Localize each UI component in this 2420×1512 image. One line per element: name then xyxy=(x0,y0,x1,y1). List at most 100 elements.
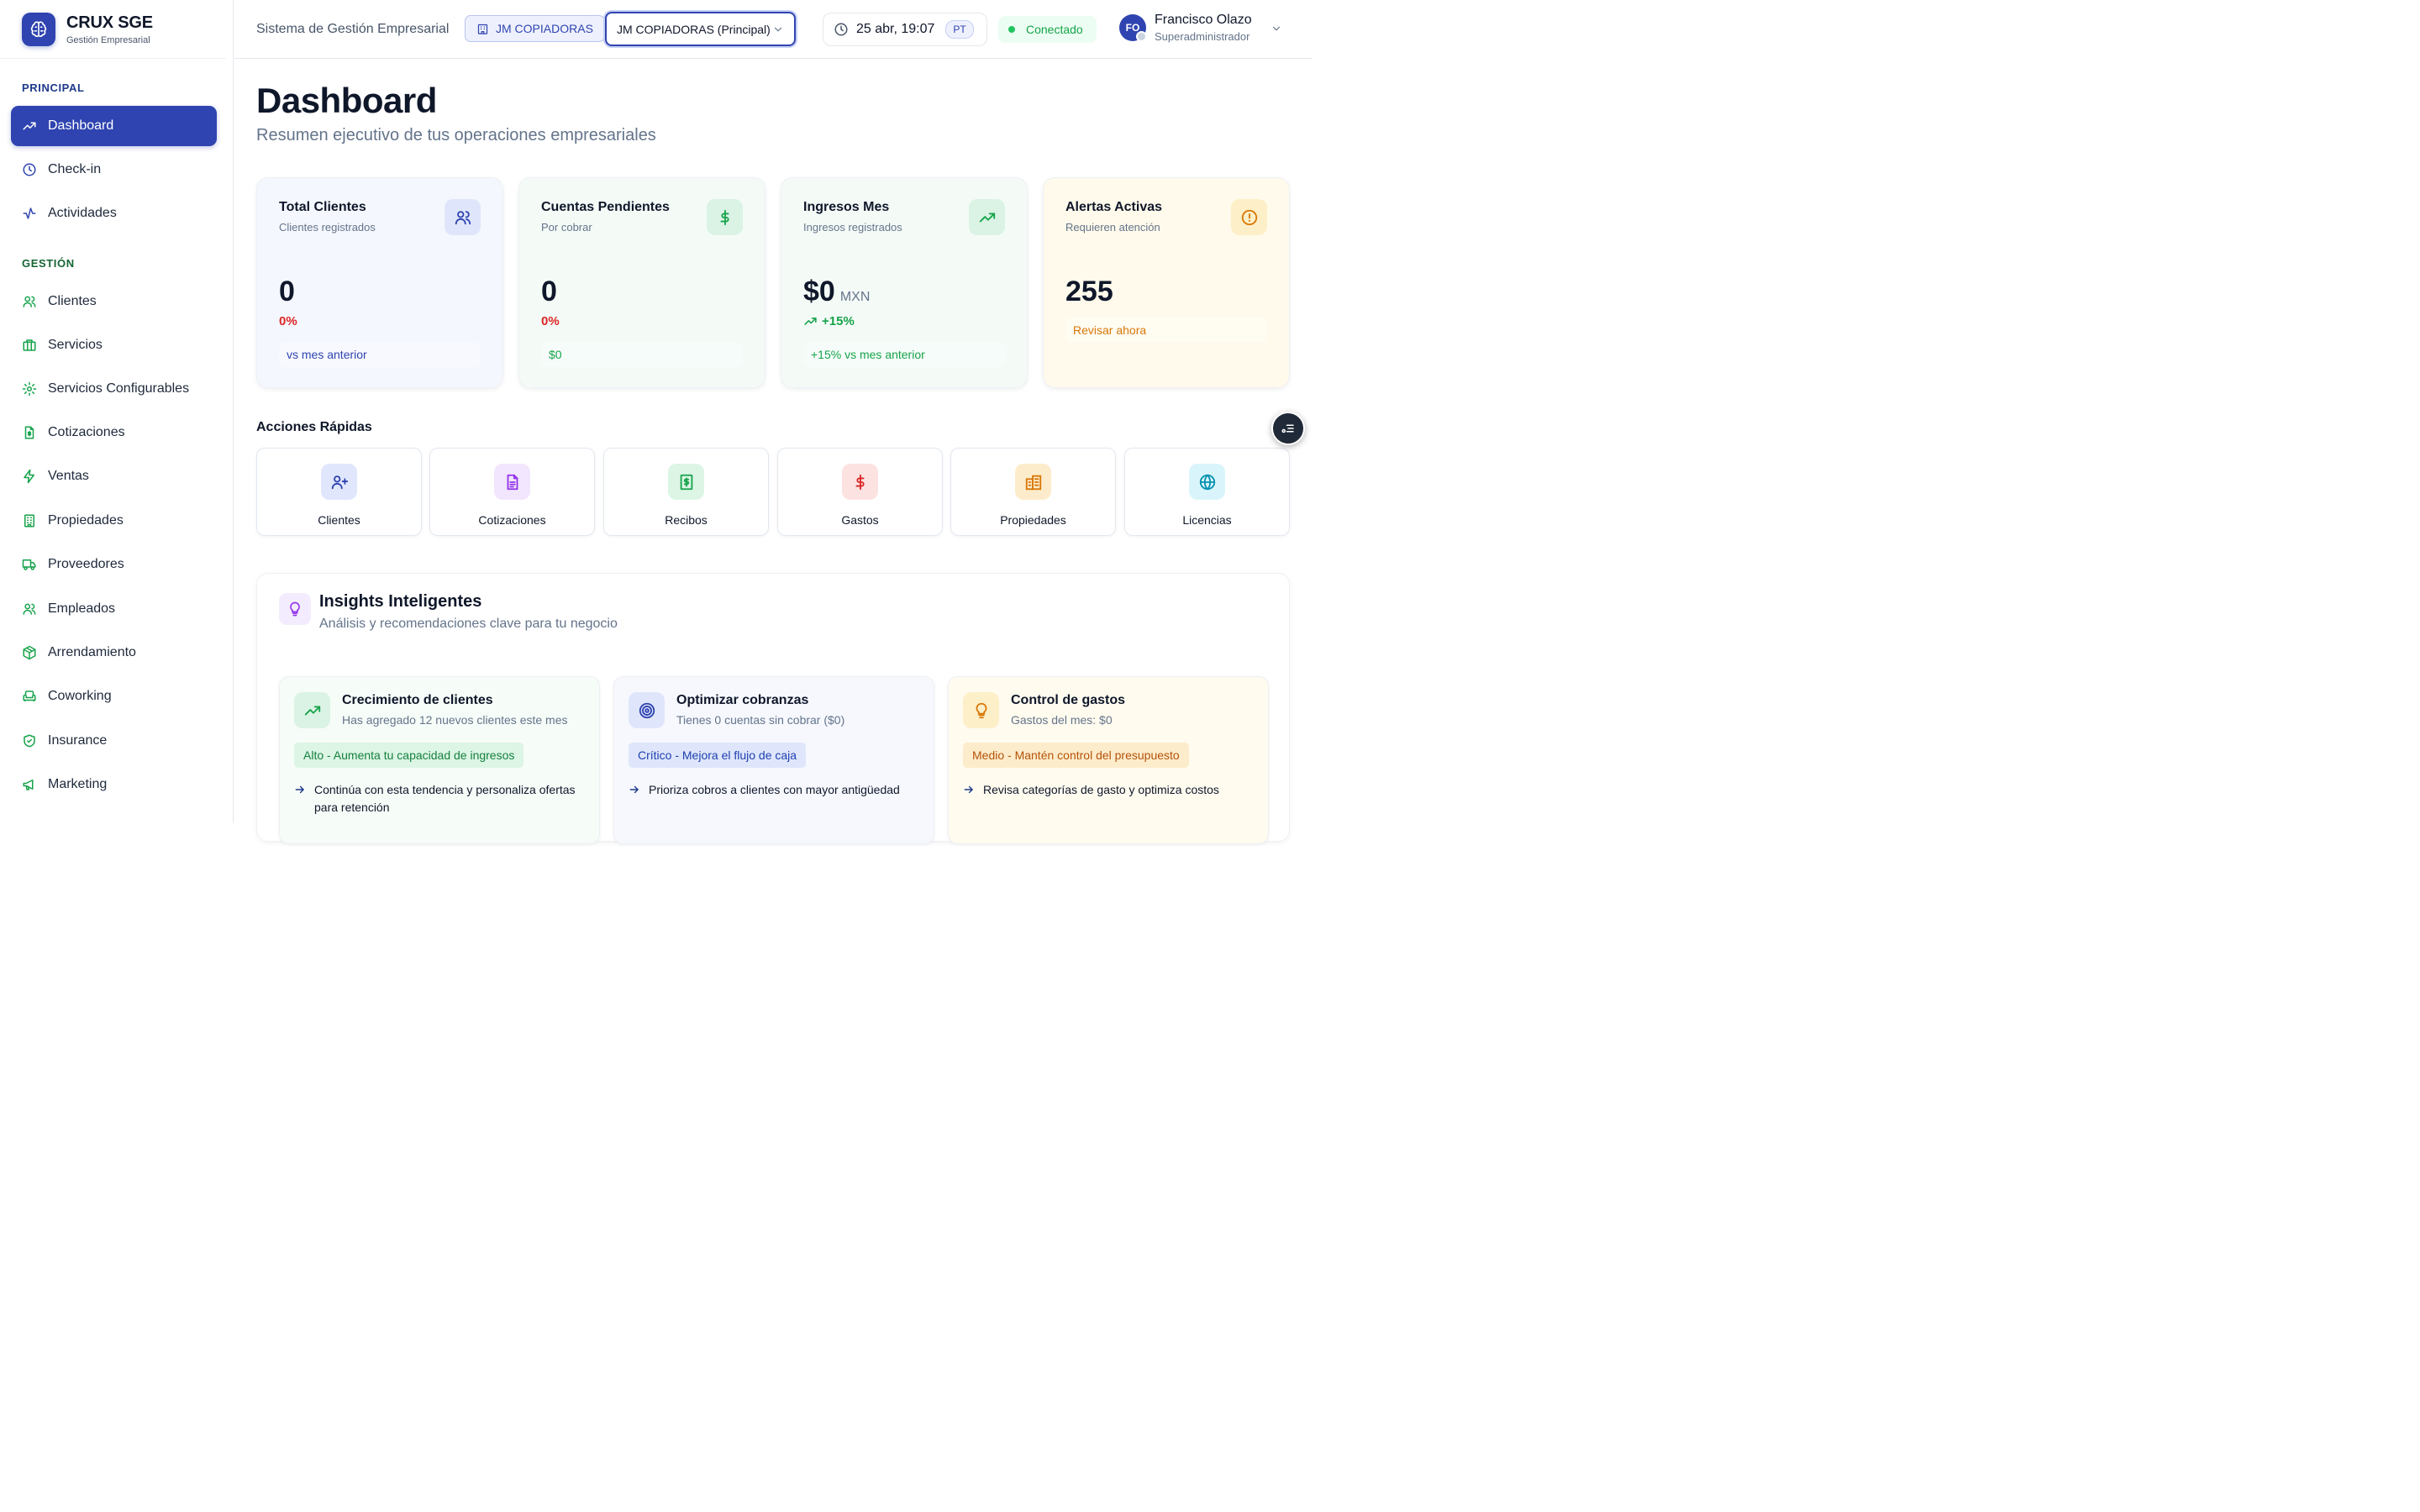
quick-action-label: Recibos xyxy=(665,513,708,527)
stat-card-ingresos-mes[interactable]: Ingresos Mes Ingresos registrados $0 MXN … xyxy=(781,177,1028,388)
stat-footer-review-link[interactable]: Revisar ahora xyxy=(1065,318,1267,343)
insights-subtitle: Análisis y recomendaciones clave para tu… xyxy=(319,617,618,631)
user-plus-icon xyxy=(321,464,357,500)
stat-subtitle: Clientes registrados xyxy=(279,221,376,234)
insights-title: Insights Inteligentes xyxy=(319,592,482,611)
sidebar-item-arrendamiento[interactable]: Arrendamiento xyxy=(11,633,217,673)
sidebar-item-label: Cotizaciones xyxy=(48,425,125,439)
quick-action-recibos[interactable]: Recibos xyxy=(603,448,769,536)
sidebar-item-label: Actividades xyxy=(48,206,117,220)
sidebar-item-marketing[interactable]: Marketing xyxy=(11,764,217,805)
sidebar-item-check-in[interactable]: Check-in xyxy=(11,150,217,190)
timezone-badge: PT xyxy=(945,20,974,39)
brand[interactable]: CRUX SGE Gestión Empresarial xyxy=(0,0,226,59)
sidebar-item-servicios-configurables[interactable]: Servicios Configurables xyxy=(11,369,217,409)
stat-card-cuentas-pendientes[interactable]: Cuentas Pendientes Por cobrar 0 0% $0 xyxy=(518,177,765,388)
receipt-icon xyxy=(668,464,704,500)
sidebar-item-insurance[interactable]: Insurance xyxy=(11,721,217,761)
sidebar-item-label: Ventas xyxy=(48,469,89,483)
activity-icon xyxy=(23,207,36,219)
insight-card-crecimiento[interactable]: Crecimiento de clientes Has agregado 12 … xyxy=(279,676,600,844)
lightbulb-icon xyxy=(279,593,311,625)
insight-title: Crecimiento de clientes xyxy=(342,693,493,707)
sidebar-item-cotizaciones[interactable]: Cotizaciones xyxy=(11,412,217,453)
alert-circle-icon xyxy=(1231,199,1267,235)
quick-action-licencias[interactable]: Licencias xyxy=(1124,448,1290,536)
sidebar-item-label: Propiedades xyxy=(48,513,124,528)
user-role: Superadministrador xyxy=(1155,30,1250,43)
floating-menu-button[interactable] xyxy=(1271,412,1305,445)
status-dot-icon xyxy=(1008,26,1015,33)
stat-footer: vs mes anterior xyxy=(279,342,481,367)
user-menu[interactable]: FO Francisco Olazo Superadministrador xyxy=(1119,13,1281,43)
sidebar-item-propiedades[interactable]: Propiedades xyxy=(11,501,217,541)
stat-card-total-clientes[interactable]: Total Clientes Clientes registrados 0 0%… xyxy=(256,177,503,388)
brain-icon xyxy=(22,12,55,46)
sidebar-item-coworking[interactable]: Coworking xyxy=(11,676,217,717)
insight-card-cobranzas[interactable]: Optimizar cobranzas Tienes 0 cuentas sin… xyxy=(613,676,934,844)
box-icon xyxy=(23,645,36,660)
stat-subtitle: Ingresos registrados xyxy=(803,221,902,234)
insight-subtitle: Tienes 0 cuentas sin cobrar ($0) xyxy=(676,713,845,727)
sidebar-item-proveedores[interactable]: Proveedores xyxy=(11,544,217,585)
stat-unit: MXN xyxy=(839,290,871,304)
clock-icon xyxy=(23,163,36,176)
sidebar-item-label: Empleados xyxy=(48,601,116,616)
stat-change: +15% xyxy=(803,314,855,328)
building-icon xyxy=(24,514,34,528)
sidebar-item-ventas[interactable]: Ventas xyxy=(11,456,217,496)
stat-change: 0% xyxy=(541,314,560,328)
shield-icon xyxy=(24,734,35,748)
avatar: FO xyxy=(1119,14,1147,42)
list-settings-icon xyxy=(1281,424,1294,433)
datetime-text: 25 abr, 19:07 xyxy=(856,22,935,36)
stat-subtitle: Por cobrar xyxy=(541,221,592,234)
company-select[interactable]: JM COPIADORAS (Principal) xyxy=(605,12,796,46)
sidebar-item-dashboard[interactable]: Dashboard xyxy=(11,106,217,146)
stat-value: 255 xyxy=(1065,276,1113,307)
stat-change: 0% xyxy=(279,314,297,328)
quick-action-label: Propiedades xyxy=(1000,513,1066,527)
quick-action-clientes[interactable]: Clientes xyxy=(256,448,422,536)
stat-subtitle: Requieren atención xyxy=(1065,221,1160,234)
quick-action-propiedades[interactable]: Propiedades xyxy=(950,448,1116,536)
sidebar-item-actividades[interactable]: Actividades xyxy=(11,193,217,234)
trending-up-icon xyxy=(969,199,1005,235)
sidebar-item-label: Insurance xyxy=(48,733,108,748)
sidebar-item-servicios[interactable]: Servicios xyxy=(11,325,217,365)
quick-action-label: Clientes xyxy=(318,513,360,527)
users-icon xyxy=(23,296,36,307)
stat-card-alertas-activas[interactable]: Alertas Activas Requieren atención 255 R… xyxy=(1043,177,1290,388)
sidebar-item-label: Arrendamiento xyxy=(48,645,136,659)
building-icon xyxy=(1015,464,1051,500)
target-icon xyxy=(629,692,665,728)
insight-title: Optimizar cobranzas xyxy=(676,693,809,707)
insight-subtitle: Gastos del mes: $0 xyxy=(1011,713,1113,727)
briefcase-icon xyxy=(23,339,36,351)
section-label-principal: PRINCIPAL xyxy=(22,81,85,94)
sidebar-item-empleados[interactable]: Empleados xyxy=(11,589,217,629)
section-label-gestion: GESTIÓN xyxy=(22,257,75,270)
page-subtitle: Resumen ejecutivo de tus operaciones emp… xyxy=(256,126,656,144)
sidebar-item-label: Marketing xyxy=(48,777,108,791)
stat-footer: $0 xyxy=(541,342,743,367)
megaphone-icon xyxy=(23,780,34,790)
globe-icon xyxy=(1189,464,1225,500)
stat-title: Ingresos Mes xyxy=(803,200,890,214)
insight-priority-tag: Alto - Aumenta tu capacidad de ingresos xyxy=(294,743,524,768)
sidebar: CRUX SGE Gestión Empresarial PRINCIPAL D… xyxy=(0,0,234,823)
quick-actions-title: Acciones Rápidas xyxy=(256,420,372,434)
insight-card-gastos[interactable]: Control de gastos Gastos del mes: $0 Med… xyxy=(948,676,1269,844)
quick-action-gastos[interactable]: Gastos xyxy=(777,448,943,536)
zap-icon xyxy=(24,469,34,484)
top-header: Sistema de Gestión Empresarial JM COPIAD… xyxy=(234,0,1313,59)
header-title: Sistema de Gestión Empresarial xyxy=(256,22,450,36)
quick-action-cotizaciones[interactable]: Cotizaciones xyxy=(429,448,595,536)
insights-panel: Insights Inteligentes Análisis y recomen… xyxy=(256,573,1290,844)
user-name: Francisco Olazo xyxy=(1155,13,1252,27)
company-badge-label: JM COPIADORAS xyxy=(496,22,593,35)
sidebar-item-label: Clientes xyxy=(48,294,97,308)
sidebar-item-clientes[interactable]: Clientes xyxy=(11,281,217,322)
sidebar-item-label: Servicios xyxy=(48,338,103,352)
company-badge[interactable]: JM COPIADORAS xyxy=(465,15,605,42)
